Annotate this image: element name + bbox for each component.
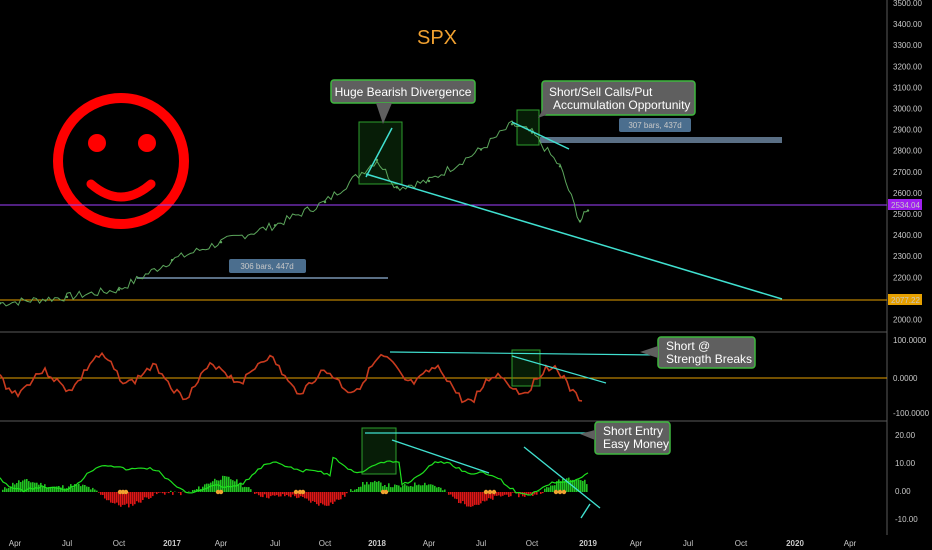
price-point xyxy=(510,123,514,126)
time-axis-label: Oct xyxy=(113,539,126,548)
top-box-osc1 xyxy=(511,349,541,387)
divergence-box-price xyxy=(358,121,403,185)
time-axis-label: Jul xyxy=(270,539,280,548)
time-axis-label: Jul xyxy=(62,539,72,548)
oscillator2-dots xyxy=(117,489,567,495)
divergence-box-osc2 xyxy=(361,427,397,475)
oscillator1-line xyxy=(0,351,583,404)
price-point xyxy=(117,288,121,291)
callout-divergence: Huge Bearish Divergence xyxy=(330,79,476,124)
osc1-axis-label: 100.0000 xyxy=(893,336,927,345)
price-badge-2534: 2534.04 xyxy=(888,199,922,210)
svg-text:Accumulation Opportunity: Accumulation Opportunity xyxy=(553,98,690,112)
time-axis-label: Apr xyxy=(423,539,436,548)
price-point xyxy=(170,258,174,262)
osc1-axis-label: -100.0000 xyxy=(893,409,930,418)
osc2-axis-label: 20.00 xyxy=(895,431,916,440)
price-point xyxy=(219,241,223,244)
osc2-trend-1 xyxy=(391,439,490,474)
price-point xyxy=(273,224,277,227)
price-point xyxy=(395,186,399,189)
svg-text:2534.04: 2534.04 xyxy=(891,201,920,210)
trendline-top xyxy=(511,121,570,150)
top-box-price xyxy=(516,109,540,146)
price-axis-label: 2800.00 xyxy=(893,147,922,156)
svg-text:Short/Sell Calls/Put: Short/Sell Calls/Put xyxy=(549,85,653,99)
time-axis-label: Apr xyxy=(215,539,228,548)
price-point xyxy=(586,209,590,212)
price-axis-label: 3500.00 xyxy=(893,0,922,8)
osc1-divergence-line xyxy=(389,351,661,356)
time-axis-label: 2019 xyxy=(579,539,597,548)
osc2-trend-3 xyxy=(580,503,591,519)
callout-strength: Short @ Strength Breaks xyxy=(640,336,756,369)
price-badge-2077: 2077.22 xyxy=(888,294,922,305)
callout-short-entry: Short Entry Easy Money xyxy=(580,421,671,455)
smiley-face-icon xyxy=(53,93,189,229)
price-axis-label: 3000.00 xyxy=(893,105,922,114)
price-series-line xyxy=(0,120,589,307)
price-point xyxy=(65,295,69,299)
time-axis-label: Apr xyxy=(9,539,22,548)
osc2-trend-2 xyxy=(523,446,601,509)
svg-text:Short @: Short @ xyxy=(666,339,710,353)
price-axis-label: 2000.00 xyxy=(893,316,922,325)
price-axis-label: 3200.00 xyxy=(893,62,922,71)
osc2-axis-label: 0.00 xyxy=(895,487,911,496)
svg-text:Strength Breaks: Strength Breaks xyxy=(666,352,752,366)
price-point xyxy=(0,302,2,305)
price-point xyxy=(558,165,562,168)
price-axis-label: 2900.00 xyxy=(893,126,922,135)
range-label-2017: 306 bars, 447d xyxy=(229,259,306,273)
price-point xyxy=(323,200,327,204)
oscillator2-line xyxy=(0,456,589,496)
time-axis-label: Oct xyxy=(735,539,748,548)
price-axis-label: 2200.00 xyxy=(893,273,922,282)
osc2-axis-label: -10.00 xyxy=(895,515,918,524)
trendline-divergence-up xyxy=(365,127,393,178)
time-axis-label: Apr xyxy=(630,539,643,548)
price-axis-label: 3400.00 xyxy=(893,20,922,29)
svg-text:Huge Bearish Divergence: Huge Bearish Divergence xyxy=(335,85,472,99)
price-axis-label: 3100.00 xyxy=(893,83,922,92)
price-axis-label: 2400.00 xyxy=(893,231,922,240)
price-axis-label: 2600.00 xyxy=(893,189,922,198)
osc2-axis-label: 10.00 xyxy=(895,459,916,468)
svg-text:306 bars, 447d: 306 bars, 447d xyxy=(240,262,293,271)
price-point xyxy=(479,148,483,151)
oscillator2-histogram xyxy=(2,475,588,508)
price-axis-label: 2300.00 xyxy=(893,252,922,261)
price-point xyxy=(375,158,379,162)
price-axis-label: 2700.00 xyxy=(893,168,922,177)
callout-short-sell: Short/Sell Calls/Put Accumulation Opport… xyxy=(538,80,696,118)
range-box-2019 xyxy=(540,137,782,143)
time-axis-label: 2020 xyxy=(786,539,804,548)
svg-text:Short Entry: Short Entry xyxy=(603,424,663,438)
range-label-2019: 307 bars, 437d xyxy=(619,118,691,132)
time-axis-label: Apr xyxy=(844,539,857,548)
time-axis-label: Oct xyxy=(319,539,332,548)
trendline-lower-support xyxy=(365,173,783,300)
svg-text:Easy Money: Easy Money xyxy=(603,437,669,451)
time-axis-label: 2018 xyxy=(368,539,386,548)
chart-title: SPX xyxy=(417,27,457,49)
time-axis-label: Jul xyxy=(476,539,486,548)
osc1-axis-label: 0.0000 xyxy=(893,374,918,383)
time-axis-label: 2017 xyxy=(163,539,181,548)
price-point xyxy=(578,219,582,223)
price-point xyxy=(427,179,431,183)
svg-text:307 bars, 437d: 307 bars, 437d xyxy=(628,121,681,130)
svg-text:2077.22: 2077.22 xyxy=(891,296,920,305)
time-axis-label: Jul xyxy=(683,539,693,548)
osc1-trendline xyxy=(511,355,607,384)
time-axis-label: Oct xyxy=(526,539,539,548)
price-axis-label: 3300.00 xyxy=(893,41,922,50)
price-axis-label: 2500.00 xyxy=(893,210,922,219)
